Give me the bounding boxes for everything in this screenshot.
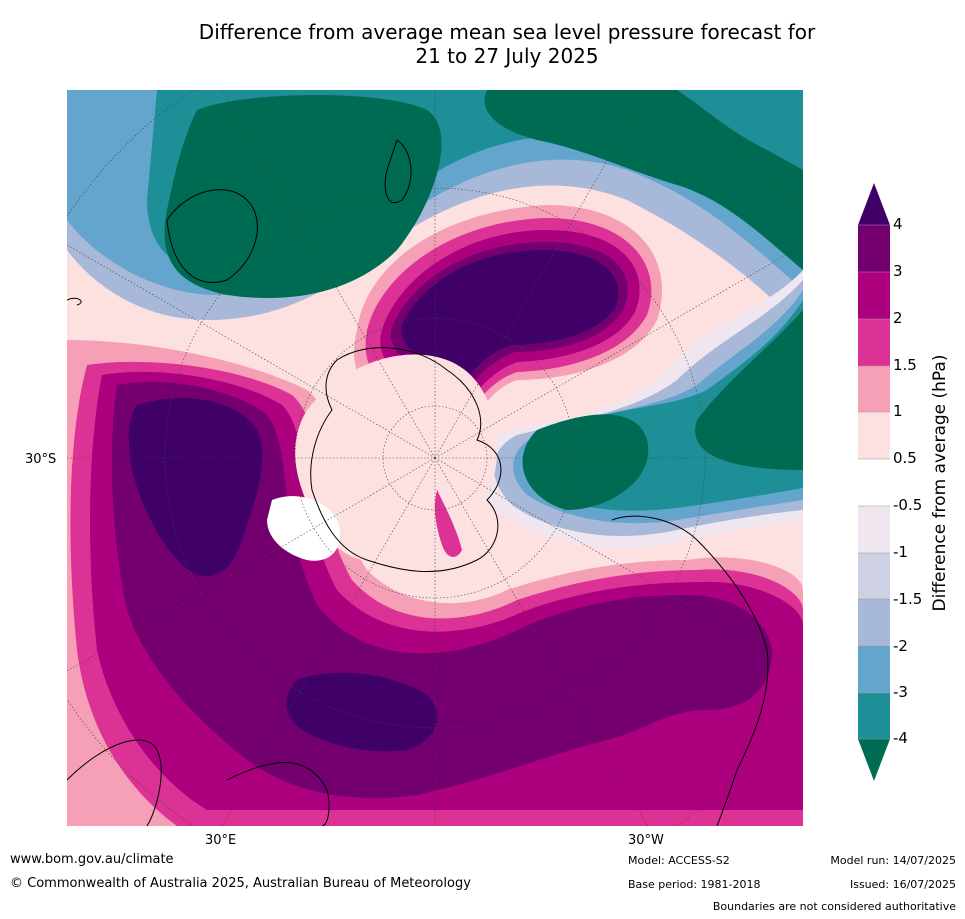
graticule [67, 90, 803, 826]
map-svg [67, 90, 803, 826]
lon-label-30e: 30°E [205, 833, 237, 848]
colorbar-tick-8: -1.5 [893, 590, 923, 608]
footer-copyright: © Commonwealth of Australia 2025, Austra… [10, 876, 471, 891]
colorbar-m0.5-m1 [858, 506, 890, 553]
australia-coast [166, 189, 258, 283]
positive-anomaly-south [67, 340, 803, 826]
antarctica-coast [310, 347, 502, 572]
colorbar-1-1.5 [858, 366, 890, 412]
island-coast [67, 297, 82, 306]
colorbar-1.5-2 [858, 319, 890, 366]
colorbar-tick-5: 0.5 [893, 449, 917, 467]
colorbar-tick-11: -4 [893, 729, 908, 747]
footer-base-period: Base period: 1981-2018 [628, 878, 761, 891]
colorbar-2-3 [858, 272, 890, 319]
colorbar [858, 183, 890, 781]
colorbar-tick-0: 4 [893, 215, 903, 233]
colorbar-neutral [858, 459, 890, 506]
colorbar-over-arrow [858, 183, 890, 225]
colorbar-under-arrow [858, 739, 890, 781]
colorbar-tick-3: 1.5 [893, 356, 917, 374]
colorbar-tick-7: -1 [893, 543, 908, 561]
colorbar-tick-2: 2 [893, 309, 903, 327]
colorbar-tick-1: 3 [893, 262, 903, 280]
pressure-anomaly-map [67, 90, 803, 826]
africa-coast [67, 739, 162, 826]
footer-issued: Issued: 16/07/2025 [849, 878, 956, 891]
colorbar-0.5-1 [858, 412, 890, 459]
colorbar-title: Difference from average (hPa) [930, 354, 950, 612]
colorbar-svg [858, 183, 890, 781]
lat-label-30s: 30°S [25, 452, 57, 467]
colorbar-tick-6: -0.5 [893, 496, 923, 514]
colorbar-m3-m4 [858, 693, 890, 739]
chart-title: Difference from average mean sea level p… [0, 20, 965, 68]
coastlines [67, 139, 769, 826]
positive-anomaly-central [354, 205, 663, 440]
colorbar-3-4 [858, 225, 890, 272]
title-line-1: Difference from average mean sea level p… [198, 20, 816, 44]
near-zero-antarctic [267, 354, 497, 561]
south-africa-coast [226, 762, 330, 826]
footer-model: Model: ACCESS-S2 [628, 854, 730, 867]
colorbar-tick-4: 1 [893, 402, 903, 420]
lon-label-30w: 30°W [628, 833, 664, 848]
footer-disclaimer: Boundaries are not considered authoritat… [712, 900, 956, 913]
colorbar-tick-10: -3 [893, 683, 908, 701]
footer-url: www.bom.gov.au/climate [10, 852, 174, 867]
south-america-coast [611, 515, 769, 826]
colorbar-m2-m3 [858, 646, 890, 693]
colorbar-m1.5-m2 [858, 599, 890, 646]
footer-model-run: Model run: 14/07/2025 [830, 854, 956, 867]
new-zealand-coast [384, 139, 412, 203]
colorbar-m1-m1.5 [858, 553, 890, 599]
title-line-2: 21 to 27 July 2025 [415, 44, 599, 68]
colorbar-tick-9: -2 [893, 637, 908, 655]
